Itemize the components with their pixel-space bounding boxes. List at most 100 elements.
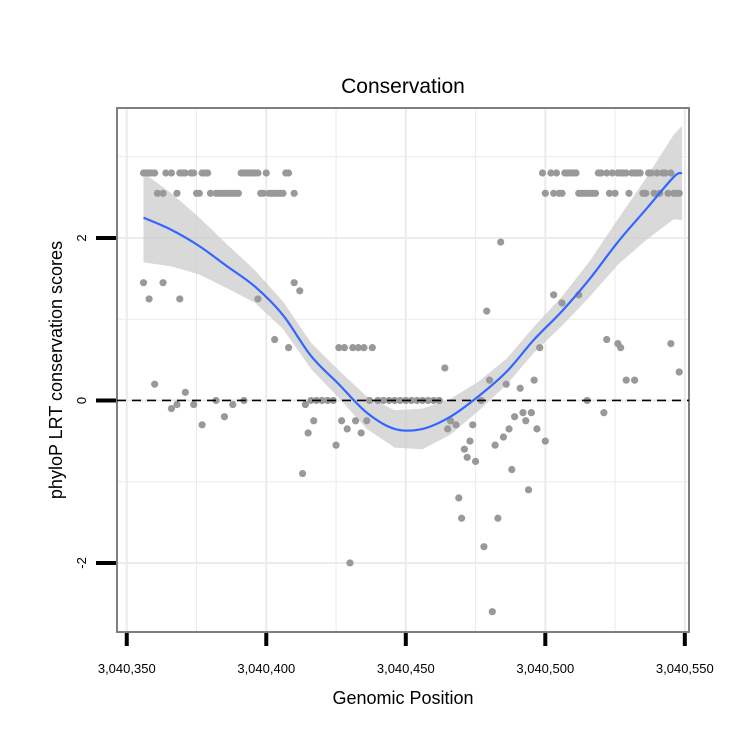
data-point [351,417,360,425]
y-tick-label: -2 [74,557,89,569]
data-point [460,445,468,453]
data-point [550,291,558,299]
data-point [497,238,505,246]
data-point [466,437,474,445]
data-point [254,169,262,177]
data-point [664,189,672,197]
data-point [499,433,508,441]
data-point [452,421,460,429]
data-point [597,169,605,177]
chart-title: Conservation [341,75,465,98]
data-point [485,376,494,384]
data-point [271,335,279,344]
data-point [636,169,644,177]
data-point [463,453,471,461]
data-point [285,344,293,352]
data-point [522,417,530,425]
data-point [530,376,538,384]
data-point [357,429,365,437]
data-point [298,469,307,478]
data-point [332,441,340,449]
data-point [524,486,533,494]
data-point [151,169,159,177]
x-tick-label: 3,040,550 [656,661,714,676]
data-point [195,189,203,197]
y-axis: -2 0 2 [74,234,116,569]
data-point [444,425,452,433]
data-point [622,169,630,177]
data-point [304,429,312,437]
data-point [162,169,170,177]
data-point [153,189,162,197]
data-point [296,287,304,295]
data-point [608,169,616,177]
data-point [675,189,683,197]
data-point [625,189,633,197]
data-point [220,413,229,421]
data-point [396,396,404,405]
data-point [346,559,354,567]
data-point [505,425,513,433]
data-point [516,384,524,392]
data-point [519,409,527,417]
y-tick-label: 2 [74,234,89,241]
data-point [630,376,639,384]
data-point [181,388,189,396]
data-point [262,169,270,177]
smooth-line-layer [143,171,683,432]
data-point [173,189,181,197]
data-point [541,189,549,197]
x-tick-label: 3,040,400 [237,661,295,676]
data-point [667,169,675,177]
data-point [206,189,215,197]
data-point [259,189,268,197]
data-point [335,344,343,352]
data-point [407,396,415,405]
data-point [360,344,368,352]
data-point [647,169,655,177]
data-point [552,169,561,177]
data-point [605,189,614,197]
data-point [536,344,544,352]
data-point [349,344,357,352]
data-point [229,400,237,409]
data-point [502,380,510,388]
y-axis-title: phyloP LRT conservation scores [46,241,66,499]
data-point [181,169,189,177]
data-point [318,396,326,405]
y-tick-label: 0 [74,397,89,404]
x-tick-label: 3,040,500 [516,661,574,676]
data-point [254,295,262,303]
data-point [441,364,449,372]
data-point [600,409,608,417]
data-point [424,396,432,405]
data-point [650,189,658,197]
data-point [533,425,541,433]
data-point [457,514,466,522]
data-point [511,413,519,421]
data-point [365,396,374,405]
data-point [591,189,600,197]
data-point [617,344,625,352]
data-point [491,441,499,449]
data-point [159,189,167,197]
data-point [139,279,148,287]
data-point [159,279,167,287]
data-point [290,279,298,287]
data-point [368,344,376,352]
data-point [471,457,480,465]
data-point [234,189,242,197]
data-point [151,380,159,388]
confidence-ribbon-layer [143,125,683,450]
data-point [527,409,535,417]
data-point [572,169,580,177]
data-point [279,189,287,197]
data-point [661,169,669,177]
panel-border [116,107,690,633]
x-axis-title: Genomic Position [332,688,473,708]
data-point [508,465,516,474]
data-point [307,396,315,405]
data-point [469,421,477,429]
x-tick-label: 3,040,350 [98,661,156,676]
